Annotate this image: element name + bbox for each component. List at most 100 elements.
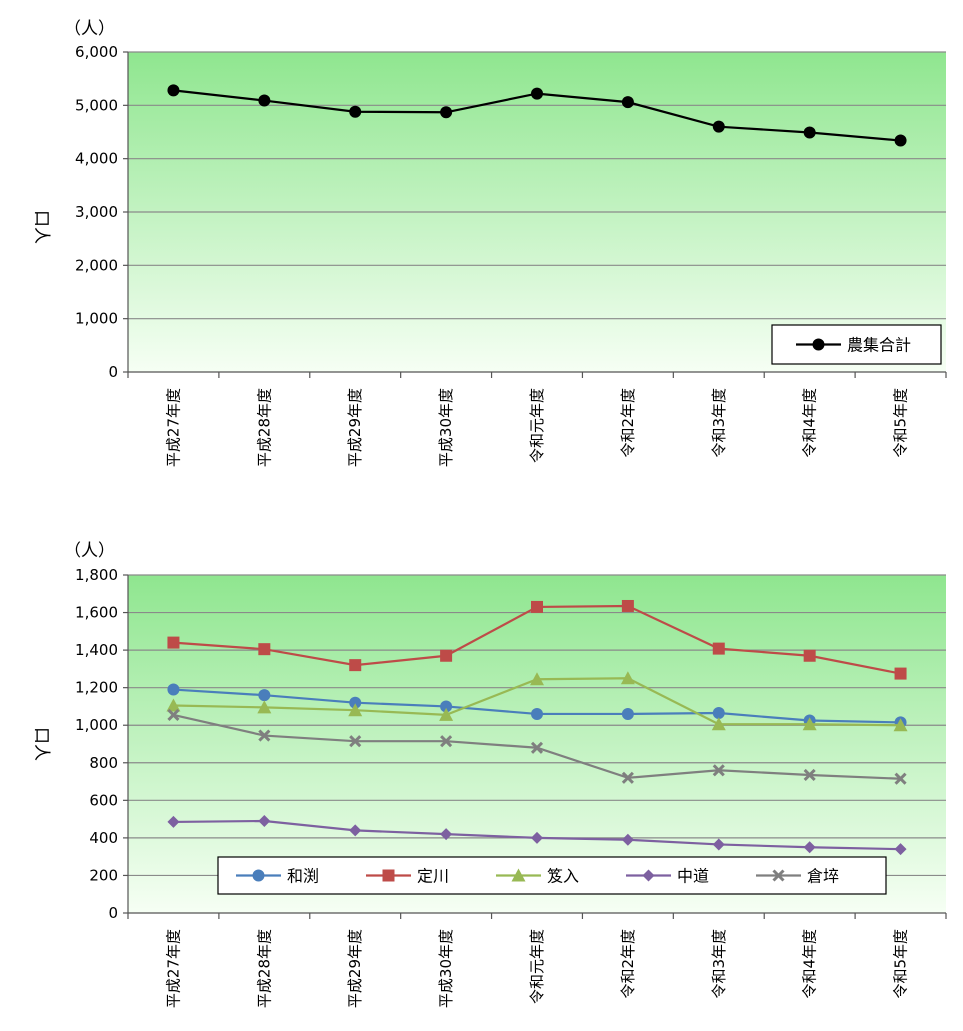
y-tick-label: 800 (89, 754, 118, 772)
legend-label: 農集合計 (847, 336, 911, 355)
y-tick-label: 6,000 (75, 43, 118, 61)
x-tick-label: 令和2年度 (619, 388, 637, 458)
y-tick-label: 5,000 (75, 96, 118, 114)
series-和渕 (167, 683, 907, 729)
chart-district-population: （人） 口人 0 200 400 600 800 1,000 1,200 1,400 1,600… (31, 541, 947, 1008)
data-point (439, 707, 454, 721)
y-tick-label: 1,800 (75, 566, 118, 584)
legend-label: 笈入 (547, 867, 579, 886)
data-point (440, 828, 453, 841)
y-tick-label: 2,000 (75, 256, 118, 274)
data-point (894, 134, 907, 147)
data-point (258, 729, 271, 742)
y-tick-label: 3,000 (75, 203, 118, 221)
data-point (803, 649, 816, 662)
data-point (803, 126, 816, 139)
y-tick-label: 1,000 (75, 716, 118, 734)
y-tick-label: 0 (108, 363, 118, 381)
data-point (258, 94, 271, 107)
legend-label: 倉埣 (807, 867, 839, 886)
x-tick-label: 令和5年度 (892, 929, 910, 999)
data-point (349, 696, 362, 709)
data-point (712, 838, 725, 851)
legend-label: 中道 (677, 867, 709, 886)
y-tick-label: 1,200 (75, 679, 118, 697)
data-point (531, 831, 543, 844)
y-tick-label: 4,000 (75, 150, 118, 168)
series-笈入 (166, 671, 908, 732)
data-point (167, 636, 180, 649)
data-point (712, 120, 725, 133)
x-tick-label: 平成30年度 (437, 929, 455, 1008)
x-tick-label: 令和4年度 (801, 388, 819, 458)
x-tick-label: 令和3年度 (710, 388, 728, 458)
data-point (711, 717, 726, 731)
data-point (258, 814, 271, 827)
data-point (167, 84, 180, 97)
y-tick-label: 1,000 (75, 310, 118, 328)
series-定川 (167, 599, 907, 680)
series-中道 (167, 814, 907, 856)
x-tick-label: 令和元年度 (528, 929, 546, 1004)
y-tick-label: 200 (89, 866, 118, 884)
legend-marker (812, 338, 825, 351)
y-tick-label: 1,400 (75, 641, 118, 659)
legend-marker (382, 869, 395, 882)
x-tick-label: 令和元年度 (528, 388, 546, 463)
data-point (621, 833, 634, 846)
data-point (621, 771, 634, 784)
data-point (440, 106, 453, 119)
x-tick-label: 令和3年度 (710, 929, 728, 999)
y-tick-label: 0 (108, 904, 118, 922)
data-point (621, 96, 634, 109)
legend-1: 農集合計 (771, 324, 942, 365)
legend-marker (511, 868, 526, 882)
data-point (258, 689, 271, 702)
data-point (167, 708, 180, 721)
data-point (440, 735, 453, 748)
data-point (440, 649, 453, 662)
data-point (712, 707, 725, 720)
data-point (531, 600, 543, 613)
x-tick-label: 令和5年度 (892, 388, 910, 458)
data-point (349, 105, 362, 118)
data-point (349, 735, 362, 748)
y-axis-label-2: 口人 (31, 727, 51, 761)
data-point (349, 824, 362, 837)
data-point (802, 717, 817, 731)
legend-label: 定川 (417, 867, 449, 886)
legend-label: 和渕 (287, 867, 319, 886)
data-point (893, 718, 908, 732)
unit-label-1: （人） (64, 19, 115, 39)
data-point (167, 815, 180, 828)
data-point (803, 841, 816, 854)
x-tick-label: 平成27年度 (164, 929, 182, 1008)
data-point (620, 671, 635, 685)
data-point (348, 703, 363, 717)
data-point (531, 87, 543, 100)
data-point (803, 768, 816, 782)
data-point (621, 599, 634, 612)
y-tick-label: 600 (89, 791, 118, 809)
x-tick-label: 令和2年度 (619, 929, 637, 999)
x-tick-label: 平成30年度 (437, 388, 455, 467)
data-point (894, 843, 907, 856)
data-point (258, 643, 271, 656)
x-tick-label: 平成28年度 (255, 929, 273, 1008)
y-tick-label: 1,600 (75, 604, 118, 622)
legend-marker (642, 869, 655, 882)
y-axis-label-1: 口人 (31, 210, 51, 244)
data-point (531, 707, 543, 720)
data-point (349, 659, 362, 672)
legend-marker (252, 869, 265, 882)
data-point (894, 772, 907, 785)
data-point (712, 642, 725, 655)
data-point (621, 707, 634, 720)
x-tick-label: 令和4年度 (801, 929, 819, 999)
data-point (166, 698, 181, 712)
x-tick-label: 平成29年度 (346, 388, 364, 467)
data-point (440, 700, 453, 713)
unit-label-2: （人） (64, 541, 115, 561)
y-tick-label: 400 (89, 829, 118, 847)
